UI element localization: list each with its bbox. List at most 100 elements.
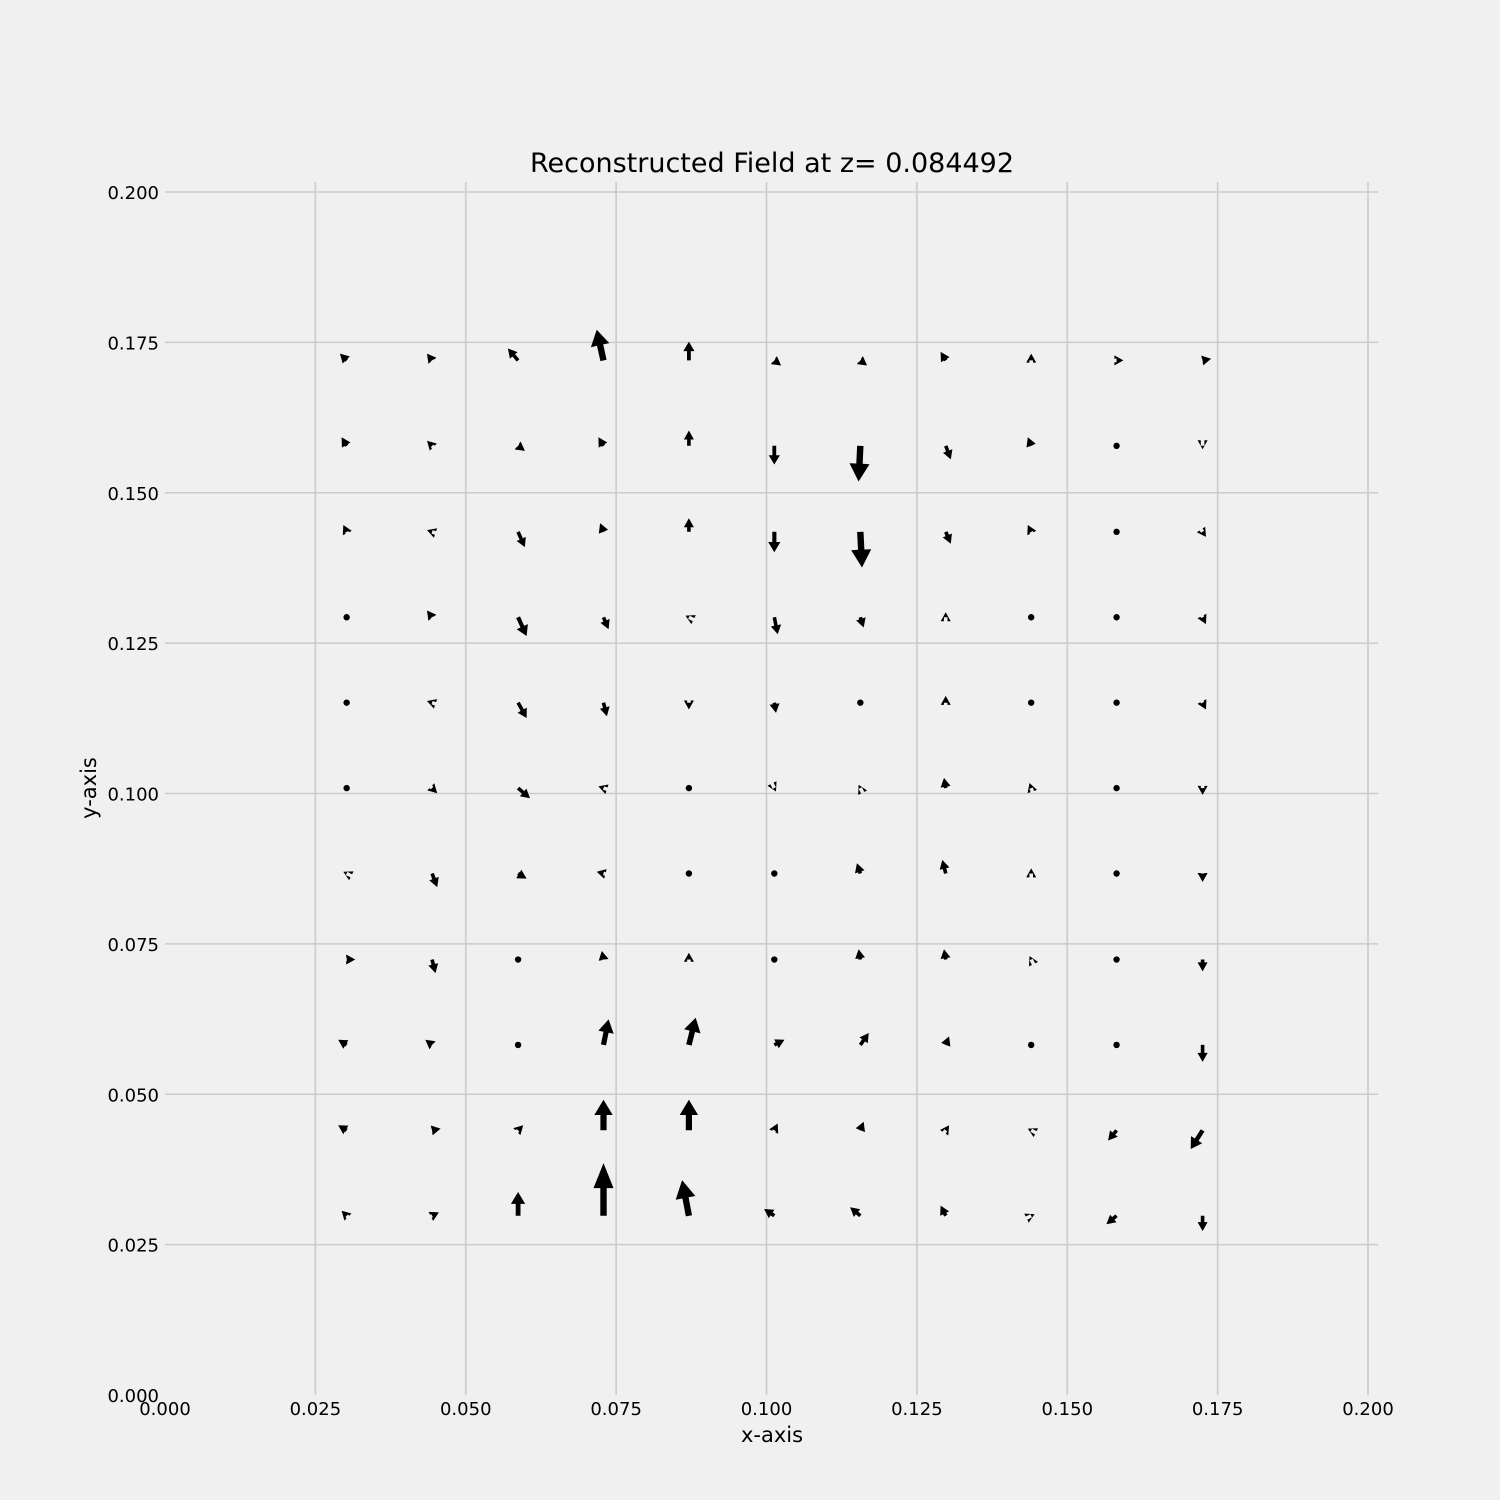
- vector-arrow: [338, 1039, 349, 1049]
- vector-arrow: [343, 871, 354, 881]
- vector-arrow: [942, 531, 952, 544]
- vector-arrow: [598, 523, 609, 534]
- x-tick-labels: 0.000 0.025 0.050 0.075 0.100 0.125 0.150 0.175…: [139, 1399, 1394, 1420]
- vector-arrow: [683, 518, 694, 532]
- y-tick-label: 0.125: [107, 634, 159, 655]
- vector-arrow: [342, 525, 352, 536]
- vector-arrow: [338, 1125, 349, 1135]
- vector-arrow: [516, 701, 527, 718]
- vector-dot: [857, 699, 864, 706]
- vector-arrow: [940, 949, 951, 960]
- y-tick-label: 0.100: [107, 785, 159, 806]
- vector-arrow: [599, 702, 610, 717]
- vector-arrow: [513, 1125, 524, 1136]
- vector-arrow: [1108, 1129, 1118, 1141]
- vector-arrow: [427, 440, 437, 451]
- vector-dot: [343, 784, 350, 792]
- vector-arrow: [768, 531, 781, 553]
- vector-arrow: [516, 869, 527, 879]
- vector-dot: [343, 699, 350, 706]
- vector-arrow: [427, 699, 438, 709]
- vector-arrow: [943, 445, 953, 460]
- y-tick-label: 0.150: [107, 484, 159, 505]
- vector-arrow: [685, 615, 696, 625]
- vector-arrow: [341, 437, 351, 448]
- vector-arrow: [939, 859, 950, 874]
- vector-arrow: [940, 1125, 950, 1136]
- vector-dot: [1113, 442, 1120, 450]
- vector-arrow: [855, 863, 865, 875]
- vector-dot: [1113, 1041, 1120, 1049]
- vector-arrow: [1197, 699, 1207, 710]
- vector-arrow: [600, 616, 610, 630]
- vector-arrow: [1197, 959, 1208, 972]
- vector-arrow: [1201, 355, 1212, 366]
- vector-arrow: [675, 1180, 696, 1217]
- x-tick-label: 0.200: [1342, 1399, 1394, 1420]
- vector-arrow: [593, 1163, 614, 1216]
- vector-arrow: [598, 437, 608, 448]
- vector-dot: [1027, 699, 1035, 706]
- vector-arrow: [683, 952, 694, 962]
- vector-arrow: [855, 949, 865, 960]
- vector-arrow: [768, 445, 780, 465]
- vector-arrow: [339, 353, 350, 364]
- vector-arrow: [684, 1017, 701, 1046]
- vector-arrow: [856, 356, 868, 366]
- vector-arrow: [940, 612, 951, 622]
- vector-arrow: [770, 616, 782, 635]
- vector-arrow: [590, 329, 610, 362]
- vector-arrow: [679, 1099, 699, 1131]
- vector-arrow: [851, 531, 872, 568]
- vector-arrow: [940, 777, 951, 789]
- vector-arrow: [850, 1207, 862, 1218]
- y-tick-label: 0.200: [107, 183, 159, 204]
- vector-arrow: [428, 959, 439, 974]
- y-tick-label: 0.075: [107, 935, 159, 956]
- vector-arrow: [1026, 868, 1037, 878]
- vector-arrow: [683, 700, 694, 710]
- vector-dot: [771, 870, 778, 877]
- vector-arrow: [683, 341, 695, 361]
- x-tick-label: 0.175: [1192, 1399, 1244, 1420]
- vector-arrow: [598, 1019, 614, 1046]
- vector-arrow: [1106, 1214, 1118, 1225]
- vector-arrow: [430, 1125, 441, 1136]
- y-tick-labels: 0.000 0.025 0.050 0.075 0.100 0.125 0.150 0.175…: [107, 183, 159, 1407]
- vector-arrow: [346, 954, 356, 965]
- x-tick-label: 0.075: [590, 1399, 642, 1420]
- vector-arrow: [507, 348, 520, 362]
- chart-title: Reconstructed Field at z= 0.084492: [530, 148, 1014, 179]
- vector-arrow: [849, 445, 870, 482]
- vector-arrow: [769, 1123, 779, 1134]
- vector-arrow: [594, 1099, 613, 1131]
- vector-arrow: [510, 1192, 526, 1216]
- vector-dot: [1113, 699, 1120, 706]
- vector-dot: [514, 1041, 522, 1049]
- vector-dot: [1113, 870, 1120, 877]
- vector-dot: [685, 870, 693, 877]
- vector-dot: [514, 956, 522, 963]
- vector-arrow: [1197, 785, 1208, 795]
- vector-arrow: [1027, 783, 1037, 794]
- vector-arrow: [773, 1039, 785, 1049]
- vector-arrow: [1114, 355, 1124, 366]
- vector-dot: [1027, 1041, 1035, 1049]
- vector-arrow: [770, 356, 782, 366]
- x-axis-label: x-axis: [741, 1423, 803, 1447]
- vector-arrow: [683, 430, 694, 446]
- y-tick-label: 0.025: [107, 1236, 159, 1257]
- vector-arrow: [1024, 1213, 1035, 1223]
- vector-dot: [1027, 614, 1035, 621]
- vector-arrow: [1197, 1215, 1208, 1232]
- y-axis-label: y-axis: [77, 757, 101, 819]
- vector-arrow: [427, 610, 437, 621]
- x-tick-label: 0.150: [1041, 1399, 1093, 1420]
- vector-dot: [1113, 528, 1120, 536]
- vector-arrow: [1190, 1129, 1205, 1149]
- y-tick-label: 0.000: [107, 1386, 159, 1407]
- x-tick-label: 0.100: [741, 1399, 793, 1420]
- vector-arrow: [1027, 1128, 1038, 1138]
- vector-dot: [685, 784, 693, 792]
- vector-arrow: [1197, 440, 1208, 450]
